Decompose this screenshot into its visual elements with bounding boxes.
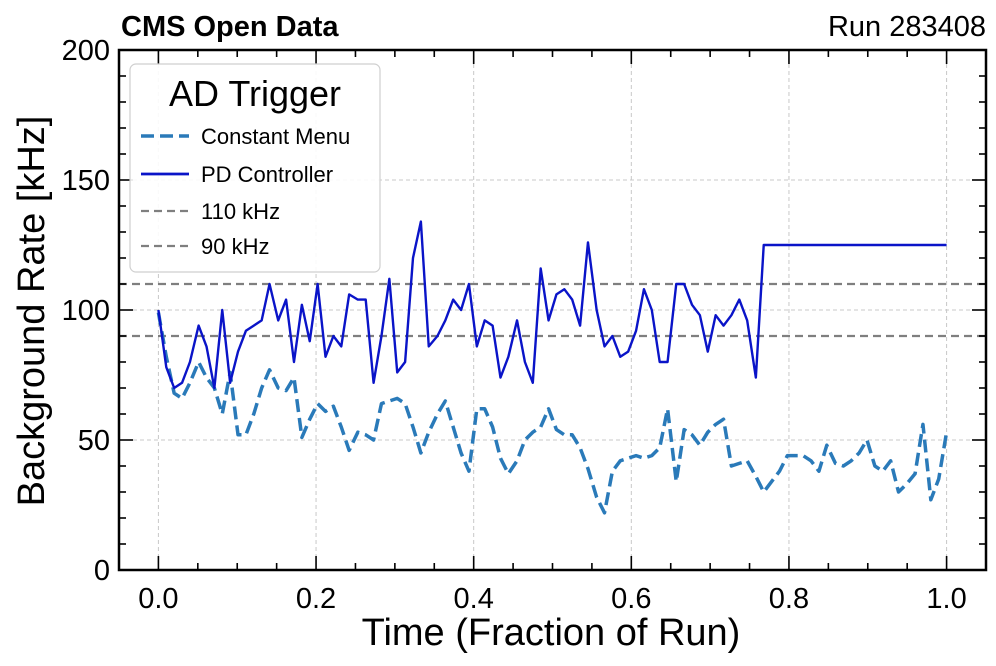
x-tick-label-5: 1.0 <box>926 583 966 615</box>
tick-labels: 0.0 0.2 0.4 0.6 0.8 1.0 0 50 100 150 200 <box>62 35 967 615</box>
legend-title: AD Trigger <box>169 73 341 114</box>
legend-box <box>129 63 381 273</box>
legend-label-pd-controller: PD Controller <box>201 162 333 187</box>
series-lines <box>156 220 949 515</box>
experiment-title: CMS Open Data <box>121 11 339 43</box>
x-axis-label: Time (Fraction of Run) <box>362 612 741 654</box>
legend: AD Trigger Constant Menu PD Controller 1… <box>129 63 381 273</box>
x-tick-label-4: 0.8 <box>769 583 809 615</box>
series-line-0 <box>156 312 949 515</box>
reference-lines <box>119 282 986 338</box>
y-axis-label: Background Rate [kHz] <box>11 116 53 507</box>
series-line-1 <box>157 220 947 390</box>
legend-label-110khz: 110 kHz <box>201 199 280 224</box>
axis-ticks <box>118 49 987 571</box>
x-tick-label-0: 0.0 <box>138 583 178 615</box>
legend-label-constant-menu: Constant Menu <box>201 124 350 149</box>
run-label: Run 283408 <box>828 11 986 43</box>
y-tick-label-0: 0 <box>94 555 110 587</box>
legend-label-90khz: 90 kHz <box>201 234 269 259</box>
y-tick-label-4: 200 <box>62 35 110 67</box>
y-tick-label-1: 50 <box>78 425 110 457</box>
y-tick-label-2: 100 <box>62 295 110 327</box>
x-tick-label-1: 0.2 <box>296 583 336 615</box>
y-tick-label-3: 150 <box>62 165 110 197</box>
x-tick-label-2: 0.4 <box>454 583 494 615</box>
x-tick-label-3: 0.6 <box>611 583 651 615</box>
